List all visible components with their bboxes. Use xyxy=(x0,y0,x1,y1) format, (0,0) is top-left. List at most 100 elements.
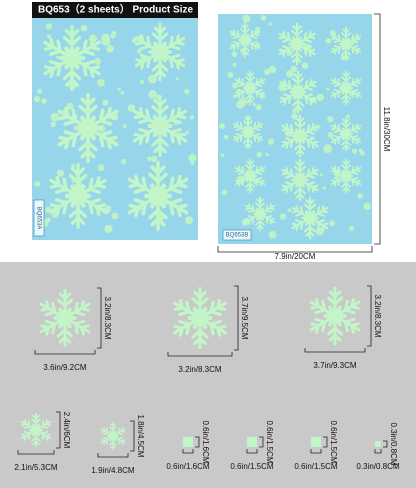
dot xyxy=(286,69,294,78)
dot xyxy=(323,144,333,153)
width-bracket xyxy=(304,348,366,353)
dot xyxy=(188,153,197,162)
dot xyxy=(329,220,335,227)
dot xyxy=(102,99,109,106)
width-bracket xyxy=(182,449,194,454)
dot xyxy=(34,180,41,187)
dot xyxy=(110,33,116,39)
width-bracket xyxy=(97,453,129,458)
dot xyxy=(220,153,225,158)
dot xyxy=(45,23,53,30)
dot xyxy=(56,169,64,177)
piece-width: 0.6in/1.5CM xyxy=(230,462,273,471)
sticker xyxy=(247,437,257,447)
dot xyxy=(93,57,101,65)
dot xyxy=(184,216,194,225)
piece-height: 0.6in/1.5CM xyxy=(265,420,274,463)
piece-height: 3.7in/9.5CM xyxy=(240,296,249,339)
width-bracket xyxy=(374,449,382,454)
dot xyxy=(238,97,247,107)
piece-height: 3.2in/8.3CM xyxy=(103,296,112,339)
dot xyxy=(264,68,271,75)
dot xyxy=(231,51,238,58)
dot xyxy=(287,208,292,213)
dot xyxy=(325,38,332,44)
dot xyxy=(184,88,190,95)
dot xyxy=(106,44,114,53)
height-bracket xyxy=(323,436,328,448)
piece-width: 3.2in/8.3CM xyxy=(178,365,221,374)
dot xyxy=(326,87,330,91)
dot xyxy=(148,89,158,99)
piece-width: 0.6in/1.6CM xyxy=(166,462,209,471)
dot xyxy=(185,130,190,134)
piece-height: 0.6in/1.5CM xyxy=(329,420,338,463)
sticker xyxy=(311,437,321,447)
piece-width: 0.6in/1.5CM xyxy=(294,462,337,471)
height-bracket xyxy=(56,411,61,449)
dot xyxy=(97,164,105,172)
dot xyxy=(232,82,238,89)
dot xyxy=(327,131,334,139)
dot xyxy=(146,156,152,162)
dot xyxy=(316,93,324,102)
piece-height: 0.3in/0.8CM xyxy=(389,422,398,465)
dot xyxy=(33,95,41,103)
piece-height: 0.6in/1.6CM xyxy=(201,420,210,463)
dot xyxy=(66,102,74,110)
dot xyxy=(120,90,125,95)
sheet-height: 11.8in/30CM xyxy=(382,107,391,152)
dot xyxy=(268,65,277,74)
dot xyxy=(140,80,145,85)
sheet-width: 7.9in/20CM xyxy=(275,252,316,261)
dot xyxy=(47,34,52,39)
height-bracket xyxy=(195,436,200,448)
height-bracket xyxy=(259,436,264,448)
dot xyxy=(232,62,237,67)
dot xyxy=(348,225,355,232)
height-bracket xyxy=(374,13,381,245)
dot xyxy=(346,114,350,118)
dot xyxy=(322,186,327,190)
width-bracket xyxy=(34,350,96,355)
dot xyxy=(111,212,119,220)
dot xyxy=(219,123,225,130)
dot xyxy=(279,213,287,220)
height-bracket xyxy=(383,440,388,448)
code-tag xyxy=(222,229,252,241)
dot xyxy=(227,72,234,78)
height-bracket xyxy=(97,287,102,349)
dot xyxy=(256,151,263,158)
dot xyxy=(46,218,51,223)
dot xyxy=(252,102,257,107)
dot xyxy=(357,193,363,199)
title-bar xyxy=(32,2,198,18)
dot xyxy=(150,155,158,163)
width-bracket xyxy=(310,449,322,454)
dot xyxy=(363,202,371,211)
sheet-code: BQ653A xyxy=(35,207,41,230)
dot xyxy=(223,134,229,140)
dot xyxy=(267,138,275,145)
piece-height: 2.4in/6CM xyxy=(62,412,71,449)
width-bracket xyxy=(167,352,233,357)
dot xyxy=(101,33,110,43)
dot xyxy=(50,112,60,122)
dot xyxy=(97,79,105,87)
piece-width: 0.3in/0.8CM xyxy=(356,462,399,471)
height-bracket xyxy=(234,285,239,351)
width-bracket xyxy=(217,246,373,253)
dot xyxy=(56,55,60,59)
piece-height: 1.8in/4.5CM xyxy=(136,414,145,457)
dot xyxy=(104,224,113,234)
piece-width: 3.6in/9.2CM xyxy=(43,363,86,372)
dot xyxy=(242,14,251,23)
dot xyxy=(319,173,324,177)
dot xyxy=(268,22,272,26)
title: BQ653（2 sheets） Product Size xyxy=(38,3,193,16)
height-bracket xyxy=(367,285,372,347)
dot xyxy=(80,25,88,32)
dot xyxy=(329,30,336,36)
piece-height: 3.2in/8.3CM xyxy=(373,294,382,337)
dot xyxy=(260,15,267,21)
